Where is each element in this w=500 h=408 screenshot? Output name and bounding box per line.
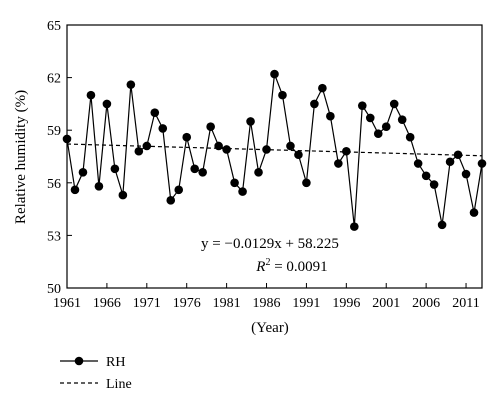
legend-rh-marker bbox=[74, 356, 84, 366]
x-tick-label: 2006 bbox=[412, 296, 440, 311]
x-tick-label: 1976 bbox=[173, 296, 201, 311]
rh-data-point bbox=[373, 129, 383, 139]
regression-equation: y = −0.0129x + 58.225 bbox=[201, 236, 339, 252]
rh-data-point bbox=[429, 180, 439, 189]
legend-rh-label: RH bbox=[106, 355, 125, 370]
trend-line bbox=[66, 143, 483, 157]
trend-line-group bbox=[66, 143, 483, 157]
y-axis-title: Relative humidity (%) bbox=[13, 90, 29, 224]
rh-data-point bbox=[102, 99, 112, 109]
r-squared-value: = 0.0091 bbox=[270, 259, 327, 275]
rh-data-point bbox=[318, 83, 327, 93]
y-tick-label: 62 bbox=[47, 72, 61, 87]
rh-data-point bbox=[397, 115, 407, 124]
y-tick-label: 56 bbox=[47, 177, 61, 192]
rh-data-point bbox=[94, 182, 104, 191]
legend: RH Line bbox=[60, 355, 132, 392]
rh-data-point bbox=[142, 141, 152, 151]
rh-data-point bbox=[326, 111, 335, 121]
x-tick-label: 1981 bbox=[213, 296, 241, 311]
rh-data-point bbox=[294, 150, 303, 160]
y-tick-label: 50 bbox=[47, 282, 61, 297]
rh-data-point bbox=[302, 178, 311, 188]
rh-data-point bbox=[150, 108, 160, 117]
x-tick-label: 2011 bbox=[452, 296, 479, 311]
rh-data-point bbox=[158, 124, 168, 133]
rh-data-point bbox=[62, 134, 72, 144]
y-tick-label: 59 bbox=[47, 124, 61, 139]
rh-data-point bbox=[381, 122, 391, 131]
rh-data-point bbox=[254, 167, 263, 177]
rh-data-point bbox=[230, 178, 239, 188]
rh-data-point bbox=[389, 99, 399, 109]
rh-data-point bbox=[334, 159, 343, 168]
rh-data-point bbox=[238, 187, 247, 196]
rh-data-point bbox=[86, 90, 96, 100]
rh-data-point bbox=[190, 164, 199, 174]
y-axis-ticks: 50 53 56 59 62 65 bbox=[47, 19, 72, 297]
r-squared-exponent: 2 bbox=[265, 257, 270, 268]
x-tick-label: 1996 bbox=[332, 296, 360, 311]
x-tick-label: 1961 bbox=[53, 296, 81, 311]
rh-data-point bbox=[118, 190, 128, 200]
rh-data-point bbox=[262, 145, 271, 154]
rh-data-point bbox=[350, 222, 359, 231]
x-tick-label: 1971 bbox=[133, 296, 161, 311]
rh-data-point bbox=[270, 69, 279, 79]
rh-data-point bbox=[206, 122, 215, 131]
x-tick-label: 1991 bbox=[292, 296, 320, 311]
rh-data-point bbox=[461, 169, 471, 179]
rh-series-group bbox=[62, 69, 487, 231]
x-axis-ticks: 1961 1966 1971 1976 1981 1986 1991 1996 2001 2006… bbox=[53, 283, 480, 311]
rh-data-point bbox=[469, 208, 479, 217]
x-axis-title: (Year) bbox=[251, 320, 289, 336]
rh-series-line bbox=[66, 73, 483, 227]
rh-data-point bbox=[453, 150, 463, 160]
r-squared-label: R2 = 0.0091 bbox=[255, 257, 327, 275]
legend-trend-label: Line bbox=[106, 377, 132, 392]
y-tick-label: 53 bbox=[47, 229, 61, 244]
rh-data-point bbox=[342, 146, 351, 156]
rh-data-point bbox=[198, 167, 207, 177]
r-squared-symbol: R bbox=[255, 259, 265, 275]
rh-data-point bbox=[70, 185, 80, 195]
rh-data-point bbox=[286, 141, 295, 151]
rh-data-point bbox=[278, 90, 287, 100]
rh-data-point bbox=[413, 159, 423, 168]
rh-data-point bbox=[166, 196, 176, 205]
rh-data-point bbox=[421, 171, 431, 181]
rh-data-point bbox=[174, 185, 184, 195]
rh-data-point bbox=[126, 80, 136, 89]
rh-data-point bbox=[110, 164, 120, 174]
rh-data-point bbox=[365, 113, 375, 123]
rh-data-point bbox=[222, 145, 231, 154]
x-tick-label: 2001 bbox=[372, 296, 400, 311]
rh-data-point bbox=[134, 146, 144, 156]
rh-data-point bbox=[214, 141, 223, 151]
plot-frame bbox=[66, 24, 483, 289]
rh-data-point bbox=[405, 132, 415, 142]
rh-data-point bbox=[445, 157, 455, 167]
rh-data-point bbox=[357, 101, 367, 110]
y-tick-label: 65 bbox=[47, 19, 61, 34]
rh-data-point bbox=[437, 220, 447, 230]
x-tick-label: 1966 bbox=[93, 296, 121, 311]
rh-data-point bbox=[78, 167, 88, 177]
rh-data-point bbox=[246, 117, 255, 126]
rh-data-point bbox=[182, 132, 192, 142]
x-tick-label: 1986 bbox=[253, 296, 281, 311]
rh-data-point bbox=[310, 99, 319, 109]
rh-data-point bbox=[477, 159, 487, 168]
